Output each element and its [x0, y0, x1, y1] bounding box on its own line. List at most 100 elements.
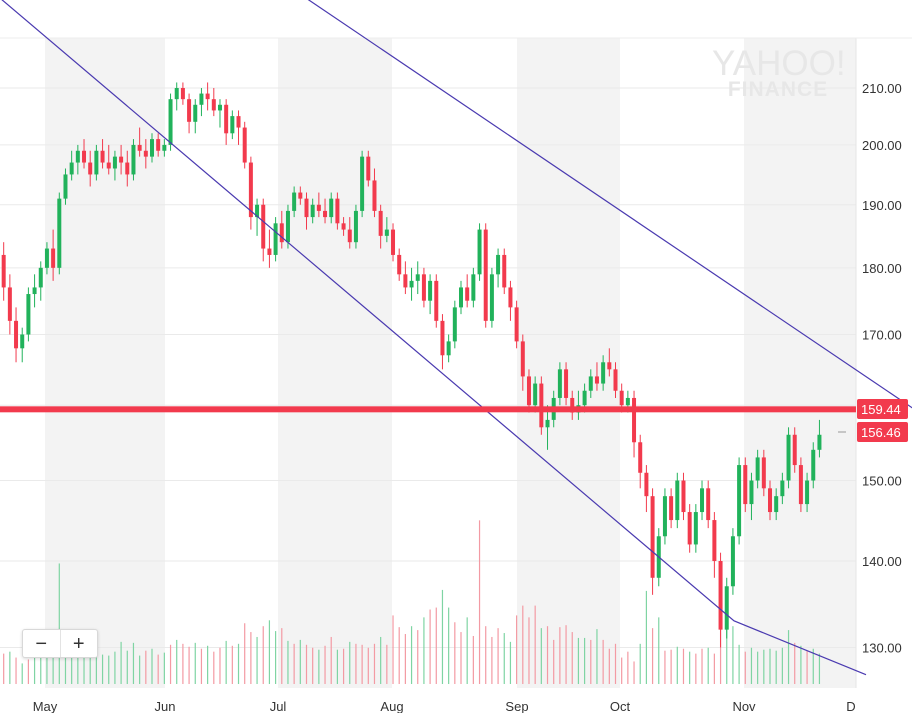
candle-body[interactable] [539, 383, 544, 428]
candle-body[interactable] [638, 442, 643, 473]
candle-body[interactable] [335, 198, 340, 224]
candle-body[interactable] [582, 390, 587, 406]
candle-body[interactable] [57, 198, 62, 268]
candle-body[interactable] [187, 99, 192, 122]
candle-body[interactable] [168, 99, 173, 145]
candle-body[interactable] [199, 93, 204, 105]
candle-body[interactable] [428, 280, 433, 301]
candle-body[interactable] [508, 287, 513, 308]
candle-body[interactable] [644, 472, 649, 497]
candle-body[interactable] [150, 139, 154, 157]
candle-body[interactable] [607, 362, 612, 370]
candle-body[interactable] [724, 586, 729, 630]
candle-body[interactable] [693, 512, 698, 545]
candle-body[interactable] [88, 162, 93, 175]
candle-body[interactable] [743, 465, 748, 505]
candle-body[interactable] [391, 229, 396, 255]
candle-body[interactable] [774, 496, 779, 513]
candle-body[interactable] [780, 480, 785, 497]
candle-body[interactable] [706, 488, 711, 521]
candle-body[interactable] [347, 229, 352, 243]
candle-body[interactable] [137, 144, 142, 151]
candle-body[interactable] [712, 520, 717, 561]
candle-body[interactable] [372, 180, 377, 211]
candle-body[interactable] [768, 488, 772, 513]
candle-body[interactable] [792, 434, 797, 466]
candle-body[interactable] [415, 274, 420, 281]
candle-body[interactable] [32, 287, 37, 295]
candle-body[interactable] [730, 536, 735, 587]
candle-body[interactable] [817, 434, 822, 450]
candle-body[interactable] [489, 274, 494, 321]
candle-body[interactable] [360, 156, 365, 211]
candle-body[interactable] [1, 254, 6, 288]
candle-body[interactable] [323, 210, 328, 218]
candle-body[interactable] [292, 192, 297, 211]
candle-body[interactable] [700, 488, 705, 513]
candle-body[interactable] [526, 376, 531, 406]
candle-body[interactable] [805, 480, 810, 505]
candle-body[interactable] [452, 307, 457, 342]
candle-body[interactable] [662, 496, 667, 537]
candle-body[interactable] [112, 156, 117, 169]
candle-body[interactable] [718, 561, 723, 630]
candle-body[interactable] [502, 254, 507, 288]
candle-body[interactable] [316, 204, 321, 211]
candle-body[interactable] [471, 274, 476, 301]
candle-body[interactable] [749, 480, 754, 505]
candle-body[interactable] [255, 204, 260, 218]
candle-body[interactable] [619, 390, 624, 406]
candle-body[interactable] [180, 88, 185, 100]
candle-body[interactable] [798, 465, 803, 505]
candle-body[interactable] [156, 139, 161, 151]
candle-body[interactable] [193, 104, 198, 122]
candle-body[interactable] [205, 93, 210, 100]
candle-body[interactable] [304, 198, 309, 218]
candle-body[interactable] [20, 334, 25, 349]
candle-body[interactable] [211, 99, 216, 111]
zoom-in-button[interactable]: + [59, 630, 98, 657]
candle-body[interactable] [564, 369, 569, 398]
candle-body[interactable] [267, 248, 272, 255]
trend-channel-upper[interactable] [223, 0, 912, 531]
candle-body[interactable] [224, 104, 229, 134]
candle-body[interactable] [236, 116, 241, 128]
candle-body[interactable] [520, 341, 525, 377]
candle-body[interactable] [217, 104, 222, 111]
trend-channel-lower[interactable] [0, 0, 867, 676]
candle-body[interactable] [100, 150, 105, 163]
candle-body[interactable] [669, 496, 674, 521]
candle-body[interactable] [465, 287, 470, 301]
candle-body[interactable] [26, 294, 31, 335]
candle-body[interactable] [38, 267, 43, 288]
candle-body[interactable] [51, 248, 56, 268]
candle-body[interactable] [298, 192, 303, 199]
candle-body[interactable] [588, 376, 593, 391]
candle-body[interactable] [737, 465, 742, 537]
candle-body[interactable] [174, 88, 179, 100]
candle-body[interactable] [421, 274, 426, 301]
candle-body[interactable] [14, 320, 19, 349]
candle-body[interactable] [397, 254, 402, 275]
candle-body[interactable] [261, 204, 266, 249]
candle-body[interactable] [477, 229, 482, 275]
candle-body[interactable] [273, 223, 278, 255]
candle-body[interactable] [106, 162, 111, 169]
candle-body[interactable] [650, 496, 655, 578]
candle-body[interactable] [681, 480, 686, 513]
candle-body[interactable] [384, 229, 389, 236]
candle-body[interactable] [557, 369, 562, 398]
candle-body[interactable] [632, 397, 637, 443]
candle-body[interactable] [483, 229, 488, 321]
candle-body[interactable] [625, 397, 630, 406]
candle-body[interactable] [329, 198, 334, 218]
candle-body[interactable] [7, 287, 12, 321]
candle-body[interactable] [601, 362, 606, 384]
zoom-out-button[interactable]: − [35, 632, 48, 655]
candle-body[interactable] [131, 144, 136, 175]
candle-body[interactable] [594, 376, 599, 384]
candle-body[interactable] [446, 341, 451, 356]
candle-body[interactable] [94, 150, 99, 175]
